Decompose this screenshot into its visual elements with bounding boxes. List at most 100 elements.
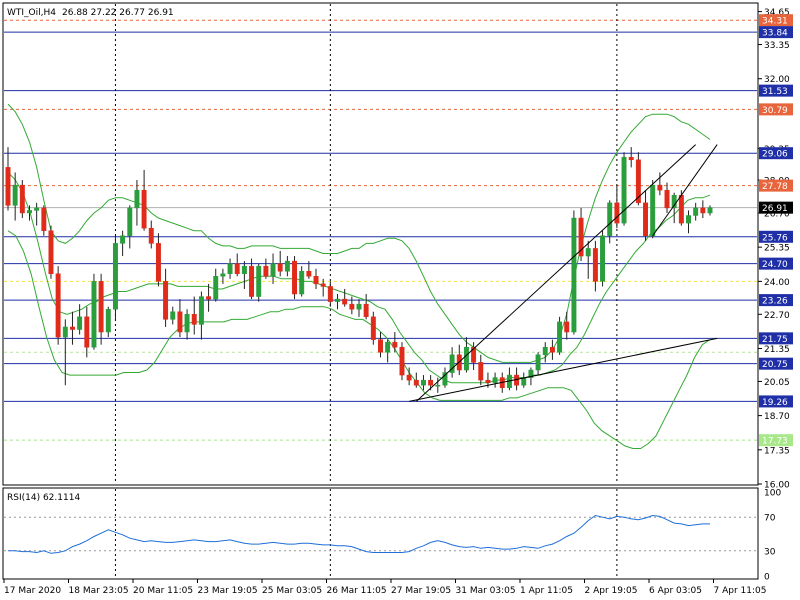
candle-body-36: [263, 265, 269, 277]
level-label-bg-1: [759, 26, 793, 39]
candle-body-26: [191, 314, 197, 325]
candle-body-73: [528, 369, 534, 378]
candle-body-44: [320, 283, 326, 287]
candle-body-86: [621, 156, 627, 224]
level-label-bg-14: [759, 434, 793, 447]
candle-body-15: [112, 243, 118, 310]
candle-body-59: [428, 379, 434, 386]
candle-body-34: [249, 265, 255, 297]
price-tick-label-0: 34.65: [764, 8, 790, 18]
time-label-2: 20 Mar 11:05: [133, 586, 193, 596]
candle-body-62: [449, 354, 455, 373]
candle-body-48: [349, 303, 355, 310]
candle-body-76: [549, 346, 555, 353]
candle-body-35: [256, 265, 262, 297]
level-label-bg-3: [759, 103, 793, 116]
candle-body-2: [19, 184, 25, 214]
price-tick-label-10: 20.05: [764, 378, 790, 388]
candle-body-3: [27, 210, 32, 214]
time-label-6: 27 Mar 19:05: [391, 586, 451, 596]
candle-body-60: [435, 384, 441, 387]
candle-body-6: [48, 230, 54, 275]
candle-body-47: [342, 298, 348, 305]
price-tick-label-6: 25.35: [764, 244, 790, 254]
level-label-12: 20.75: [762, 360, 788, 370]
candle-body-12: [91, 281, 97, 348]
candle-body-42: [306, 270, 312, 277]
candle-body-31: [227, 263, 233, 275]
candle-body-98: [707, 207, 713, 214]
candle-body-38: [277, 263, 283, 272]
candle-body-50: [363, 303, 369, 318]
candle-body-14: [105, 308, 111, 333]
level-label-4: 29.06: [762, 150, 788, 160]
level-label-bg-2: [759, 84, 793, 97]
candle-body-52: [378, 339, 383, 353]
candle-body-29: [213, 276, 219, 300]
time-label-5: 26 Mar 11:05: [327, 586, 387, 596]
level-label-bg-10: [759, 332, 793, 345]
candle-body-27: [198, 296, 204, 325]
time-axis: 17 Mar 2020 18 Mar 23:05 20 Mar 11:05 23 Ma…: [3, 579, 767, 596]
candle-body-9: [69, 326, 75, 330]
time-label-0: 17 Mar 2020: [4, 586, 61, 596]
level-label-14: 17.73: [762, 437, 788, 447]
candle-body-0: [5, 167, 11, 206]
candle-body-40: [292, 260, 298, 295]
candle-body-41: [299, 270, 305, 295]
candle-body-45: [327, 286, 333, 302]
level-label-bg-9: [759, 294, 793, 307]
candle-body-56: [406, 374, 412, 381]
bollinger-bands: [7, 103, 711, 449]
trendline-1: [409, 337, 718, 402]
level-labels: 34.31 33.84 31.53 30.79 29.06 27.78 25.76 24.70…: [759, 14, 793, 447]
candle-body-20: [148, 227, 154, 244]
candle-body-95: [686, 215, 691, 224]
price-tick-label-11: 18.70: [764, 412, 790, 422]
time-label-1: 18 Mar 23:05: [69, 586, 129, 596]
candle-body-46: [335, 298, 340, 302]
candle-body-13: [98, 281, 104, 333]
level-label-bg-6: [759, 230, 793, 243]
candle-body-19: [141, 189, 147, 229]
candle-body-92: [664, 189, 670, 209]
candle-body-1: [12, 184, 18, 206]
candle-body-96: [693, 207, 699, 216]
level-label-1: 33.84: [762, 29, 788, 39]
level-label-bg-7: [759, 257, 793, 270]
candle-body-79: [571, 217, 577, 333]
candle-body-83: [600, 235, 606, 282]
candle-body-4: [34, 207, 40, 211]
candle-body-54: [392, 341, 398, 348]
candle-body-30: [220, 273, 226, 277]
candle-body-49: [356, 303, 362, 310]
candle-body-39: [284, 260, 290, 272]
candle-body-58: [420, 379, 426, 386]
candle-body-55: [399, 346, 405, 376]
rsi-pane: [2, 487, 759, 580]
candle-body-5: [41, 207, 47, 231]
candle-body-32: [234, 263, 240, 275]
rsi-scale-label-3: 0: [764, 573, 770, 583]
time-label-11: 7 Apr 11:05: [714, 586, 767, 596]
candle-body-17: [127, 207, 133, 237]
price-tick-label-8: 22.70: [764, 311, 790, 321]
candle-body-21: [155, 243, 161, 282]
header-ohlc: 26.88 27.22 26.77 26.91: [62, 8, 174, 18]
bollinger-lower: [7, 230, 711, 449]
candle-body-67: [485, 379, 491, 383]
level-label-bg-12: [759, 357, 793, 370]
time-label-9: 2 Apr 19:05: [585, 586, 638, 596]
candle-body-82: [592, 248, 598, 282]
level-label-bg-4: [759, 147, 793, 160]
rsi-scale-label-2: 30: [764, 547, 776, 557]
candle-body-7: [55, 273, 61, 338]
candle-body-28: [206, 296, 212, 300]
price-tick-label-2: 32.00: [764, 75, 790, 85]
level-label-bg-5: [759, 179, 793, 192]
candle-body-87: [628, 156, 634, 161]
candle-body-91: [657, 184, 663, 191]
last-price-bg: [759, 201, 793, 214]
candle-body-78: [564, 321, 570, 333]
